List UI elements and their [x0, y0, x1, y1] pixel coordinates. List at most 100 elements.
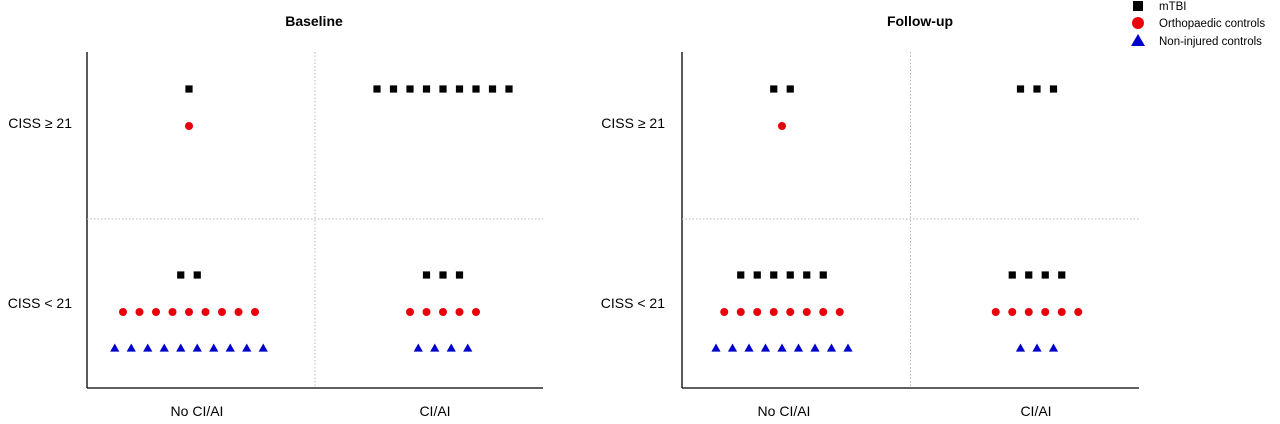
y-tick-label: CISS ≥ 21 [601, 115, 665, 131]
ortho-marker [201, 308, 210, 316]
ortho-marker [135, 308, 144, 316]
panel-title: Follow-up [887, 13, 953, 29]
noninj-marker [430, 343, 440, 352]
ortho-marker [234, 308, 243, 316]
noninj-marker [777, 343, 787, 352]
legend-label: Orthopaedic controls [1159, 18, 1265, 30]
ortho-marker [835, 308, 844, 316]
mtbi-marker [819, 271, 827, 279]
ortho-marker [778, 122, 786, 130]
mtbi-marker [472, 85, 480, 93]
ortho-marker [720, 308, 729, 316]
noninj-marker [192, 343, 202, 352]
legend-label: Non-injured controls [1159, 36, 1262, 48]
ortho-marker [152, 308, 160, 316]
ortho-marker [991, 308, 1000, 316]
legend-square-icon [1133, 1, 1143, 11]
mtbi-marker [455, 271, 464, 279]
mtbi-marker [505, 85, 513, 93]
noninj-marker [242, 343, 252, 352]
noninj-marker [159, 343, 169, 352]
noninj-marker [810, 343, 820, 352]
y-tick-label: CISS < 21 [8, 295, 72, 311]
noninj-marker [126, 343, 136, 352]
ortho-marker [185, 308, 193, 316]
ortho-marker [439, 308, 447, 316]
ortho-marker [185, 122, 193, 130]
ortho-marker [1074, 308, 1083, 316]
y-tick-label: CISS ≥ 21 [8, 115, 72, 131]
mtbi-marker [185, 85, 193, 93]
x-tick-label: No CI/AI [758, 403, 811, 419]
noninj-marker [225, 343, 235, 352]
ortho-marker [218, 308, 226, 316]
mtbi-marker [1049, 85, 1058, 93]
panel-title: Baseline [285, 13, 343, 29]
mtbi-marker [753, 271, 761, 279]
noninj-marker [711, 343, 721, 352]
noninj-marker [1048, 343, 1059, 352]
ortho-marker [769, 308, 778, 316]
mtbi-marker [455, 85, 464, 93]
mtbi-marker [1016, 85, 1025, 93]
noninj-marker [826, 343, 837, 352]
ortho-marker [786, 308, 795, 316]
noninj-marker [760, 343, 771, 352]
ortho-marker [819, 308, 828, 316]
mtbi-marker [177, 271, 185, 279]
noninj-marker [793, 343, 804, 352]
legend-triangle-icon [1131, 34, 1145, 46]
mtbi-marker [193, 271, 201, 279]
mtbi-marker [373, 85, 381, 93]
noninj-marker [1015, 343, 1026, 352]
noninj-marker [143, 343, 153, 352]
mtbi-marker [1033, 85, 1041, 93]
noninj-marker [110, 343, 120, 352]
legend-label: mTBI [1159, 1, 1186, 13]
ortho-marker [168, 308, 177, 316]
ortho-marker [455, 308, 464, 316]
y-tick-label: CISS < 21 [601, 295, 665, 311]
noninj-marker [744, 343, 754, 352]
mtbi-marker [1008, 271, 1016, 279]
ortho-marker [1008, 308, 1017, 316]
ortho-marker [472, 308, 480, 316]
legend-circle-icon [1132, 17, 1144, 29]
mtbi-marker [803, 271, 811, 279]
mtbi-marker [422, 271, 431, 279]
ortho-marker [119, 308, 127, 316]
ortho-marker [406, 308, 414, 316]
ortho-marker [1057, 308, 1066, 316]
ortho-marker [1024, 308, 1033, 316]
mtbi-marker [422, 85, 431, 93]
x-tick-label: CI/AI [419, 403, 450, 419]
mtbi-marker [1041, 271, 1049, 279]
noninj-marker [843, 343, 853, 352]
noninj-marker [727, 343, 738, 352]
noninj-marker [1032, 343, 1042, 352]
ortho-marker [1041, 308, 1050, 316]
mtbi-marker [737, 271, 745, 279]
noninj-marker [463, 343, 473, 352]
mtbi-marker [488, 85, 497, 93]
mtbi-marker [1058, 271, 1066, 279]
noninj-marker [446, 343, 456, 352]
ortho-marker [802, 308, 811, 316]
mtbi-marker [770, 85, 778, 93]
ortho-marker [251, 308, 259, 316]
mtbi-marker [1025, 271, 1033, 279]
noninj-marker [176, 343, 186, 352]
mtbi-marker [439, 85, 447, 93]
noninj-marker [209, 343, 219, 352]
ortho-marker [753, 308, 762, 316]
x-tick-label: No CI/AI [171, 403, 224, 419]
mtbi-marker [389, 85, 398, 93]
mtbi-marker [406, 85, 414, 93]
x-tick-label: CI/AI [1020, 403, 1051, 419]
noninj-marker [413, 343, 423, 352]
mtbi-marker [786, 85, 794, 93]
mtbi-marker [439, 271, 447, 279]
ortho-marker [422, 308, 431, 316]
